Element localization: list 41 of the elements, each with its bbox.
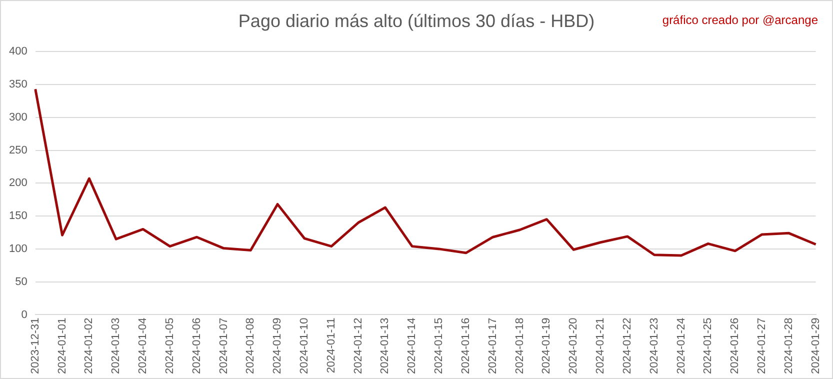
x-tick-label: 2024-01-13 bbox=[379, 318, 392, 374]
chart-title: Pago diario más alto (últimos 30 días - HBD) bbox=[238, 11, 595, 31]
x-tick-label: 2024-01-17 bbox=[486, 318, 499, 374]
x-tick-label: 2024-01-29 bbox=[810, 318, 822, 374]
x-tick-label: 2024-01-18 bbox=[514, 318, 526, 374]
x-tick-label: 2024-01-06 bbox=[190, 318, 203, 374]
x-tick-label: 2024-01-02 bbox=[83, 318, 96, 374]
x-tick-label: 2024-01-07 bbox=[218, 318, 230, 374]
y-tick-label: 400 bbox=[8, 46, 28, 58]
y-tick-label: 300 bbox=[8, 111, 28, 124]
x-tick-label: 2024-01-21 bbox=[594, 318, 607, 374]
x-tick-label: 2024-01-09 bbox=[272, 318, 284, 374]
text: gráfico creado por @arcange bbox=[662, 13, 818, 27]
y-tick-label: 200 bbox=[8, 177, 28, 190]
x-tick-label: 2024-01-20 bbox=[568, 318, 580, 374]
x-tick-label: 2024-01-03 bbox=[110, 318, 122, 374]
x-tick-label: 2024-01-22 bbox=[621, 318, 634, 374]
x-tick-label: 2023-12-31 bbox=[29, 318, 42, 374]
y-tick-label: 250 bbox=[8, 144, 28, 156]
y-tick-label: 100 bbox=[8, 242, 28, 255]
x-tick-label: 2024-01-14 bbox=[406, 318, 418, 374]
y-tick-label: 0 bbox=[21, 308, 28, 321]
x-tick-label: 2024-01-16 bbox=[460, 318, 472, 374]
x-tick-label: 2024-01-23 bbox=[648, 318, 660, 374]
y-tick-label: 150 bbox=[8, 210, 28, 222]
x-tick-label: 2024-01-15 bbox=[433, 318, 446, 374]
x-tick-label: 2024-01-12 bbox=[352, 318, 364, 374]
x-tick-label: 2024-01-10 bbox=[298, 318, 311, 374]
x-tick-label: 2024-01-19 bbox=[540, 318, 553, 374]
x-tick-label: 2024-01-11 bbox=[325, 318, 338, 374]
x-tick-label: 2024-01-26 bbox=[729, 318, 742, 374]
x-tick-label: 2024-01-05 bbox=[164, 318, 176, 374]
x-tick-label: 2024-01-28 bbox=[782, 318, 795, 374]
y-tick-label: 50 bbox=[15, 276, 28, 288]
x-tick-label: 2024-01-24 bbox=[675, 318, 688, 374]
x-tick-label: 2024-01-08 bbox=[244, 318, 257, 374]
x-tick-label: 2024-01-04 bbox=[137, 318, 150, 374]
x-tick-label: 2024-01-25 bbox=[702, 318, 714, 374]
x-tick-label: 2024-01-01 bbox=[56, 318, 68, 374]
x-tick-label: 2024-01-27 bbox=[756, 318, 768, 374]
y-tick-label: 350 bbox=[8, 78, 28, 91]
